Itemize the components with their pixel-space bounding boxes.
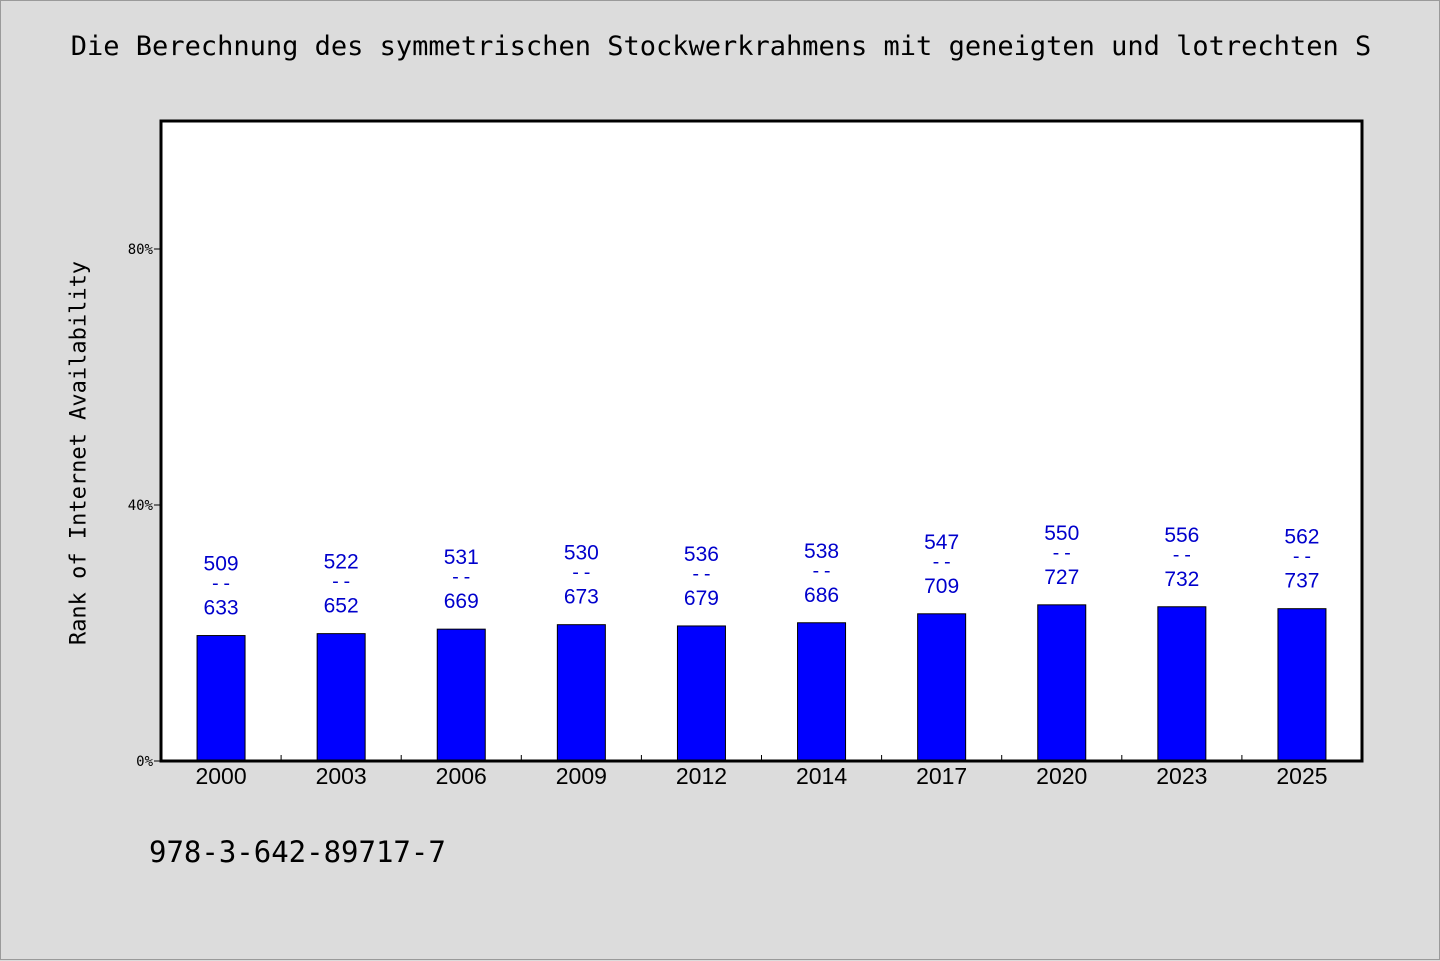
bar-label-bottom: 709 [924, 575, 959, 598]
bar-label-separator: -- [930, 551, 953, 573]
bar-label-bottom: 732 [1164, 568, 1199, 591]
bar-label-top: 531 [444, 546, 479, 569]
bar [1277, 608, 1327, 762]
bar-label-separator: -- [1050, 542, 1073, 564]
bar-label-bottom: 673 [564, 586, 599, 609]
bar-label-top: 550 [1044, 522, 1079, 545]
bar-label-bottom: 686 [804, 584, 839, 607]
plot-border [159, 119, 1364, 763]
bar-label-top: 538 [804, 540, 839, 563]
bar-label-top: 556 [1164, 524, 1199, 547]
bar [316, 633, 366, 762]
bar-label-separator: -- [1170, 544, 1193, 566]
bar-label-top: 522 [324, 551, 359, 574]
bar-label-separator: -- [1291, 546, 1314, 568]
bar-label-bottom: 669 [444, 590, 479, 613]
bar-label-top: 562 [1284, 526, 1319, 549]
bar-label-top: 530 [564, 542, 599, 565]
bar-label-separator: -- [210, 573, 233, 595]
y-tick-label: 40% [128, 498, 154, 514]
x-tick-label: 2000 [195, 763, 246, 789]
bar-label-top: 547 [924, 531, 959, 554]
bar-label-bottom: 679 [684, 587, 719, 610]
bar-label-bottom: 727 [1044, 566, 1079, 589]
bar-label-separator: -- [810, 560, 833, 582]
bar [196, 635, 246, 762]
bar-label-top: 509 [204, 553, 239, 576]
x-tick-label: 2006 [436, 763, 487, 789]
bar [436, 628, 486, 762]
bar-label-separator: -- [570, 562, 593, 584]
bar [797, 622, 847, 762]
bar-label-bottom: 652 [324, 595, 359, 618]
x-tick-label: 2012 [676, 763, 727, 789]
bar [556, 624, 606, 762]
x-tick-label: 2003 [316, 763, 367, 789]
bar-label-separator: -- [690, 563, 713, 585]
x-tick-label: 2009 [556, 763, 607, 789]
x-tick-label: 2023 [1156, 763, 1207, 789]
bar [917, 613, 967, 762]
x-tick-label: 2014 [796, 763, 847, 789]
bar [1157, 606, 1207, 762]
y-tick-label: 80% [128, 242, 154, 258]
bar [676, 625, 726, 762]
y-tick-label: 0% [136, 754, 153, 770]
x-tick-label: 2025 [1276, 763, 1327, 789]
x-tick-label: 2017 [916, 763, 967, 789]
bar [1037, 604, 1087, 762]
bar-label-bottom: 737 [1284, 570, 1319, 593]
chart-title: Die Berechnung des symmetrischen Stockwe… [70, 31, 1372, 62]
bar-label-separator: -- [450, 566, 473, 588]
isbn-label: 978-3-642-89717-7 [149, 835, 446, 869]
bar-label-bottom: 633 [204, 597, 239, 620]
bar-label-separator: -- [330, 571, 353, 593]
x-tick-label: 2020 [1036, 763, 1087, 789]
bar-label-top: 536 [684, 543, 719, 566]
